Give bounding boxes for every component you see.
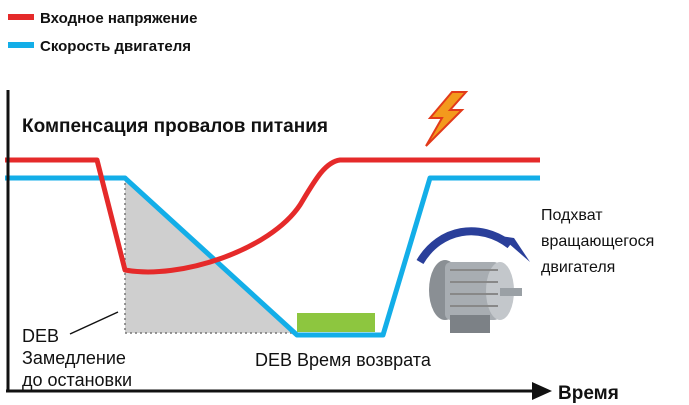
annotation: вращающегося (541, 233, 654, 250)
return-window (297, 313, 375, 332)
x-axis-label: Время (558, 383, 619, 404)
legend-label: Скорость двигателя (40, 38, 191, 55)
legend-swatch (8, 42, 34, 48)
legend-swatch (8, 14, 34, 20)
motor-icon (429, 260, 522, 333)
annotation: двигателя (541, 259, 615, 276)
x-axis-arrow (532, 382, 552, 400)
title: Компенсация провалов питания (22, 116, 328, 137)
annotation: Замедление (22, 348, 126, 368)
rotation-arrow (420, 231, 510, 262)
rotation-arrowhead (500, 236, 530, 262)
leader-line (70, 312, 118, 334)
annotation: DEB Время возврата (255, 350, 432, 370)
annotation: до остановки (22, 370, 132, 390)
legend-label: Входное напряжение (40, 10, 197, 27)
diagram: Входное напряжение Скорость двигателя Ко… (0, 0, 689, 405)
annotation: DEB (22, 326, 59, 346)
lightning-icon (426, 92, 466, 146)
annotation: Подхват (541, 207, 603, 224)
